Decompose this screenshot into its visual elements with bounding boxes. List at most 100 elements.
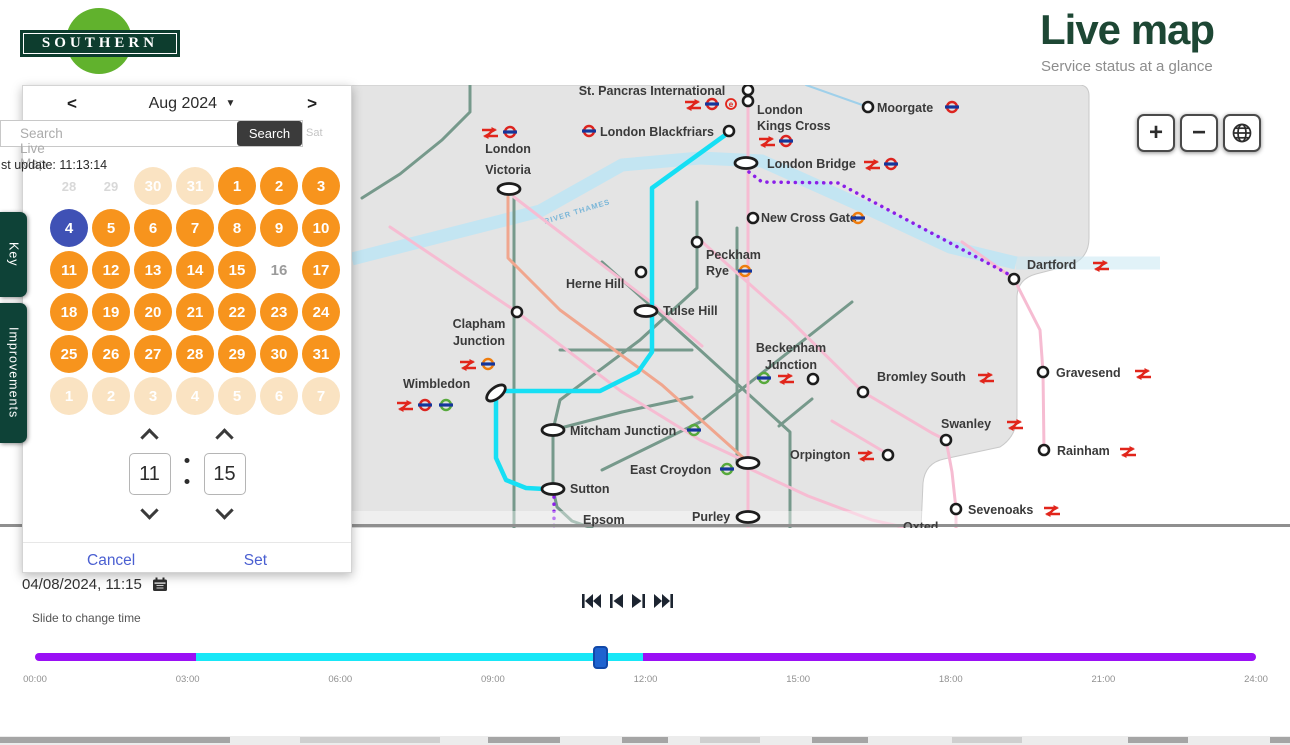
station-marker-new-cross-gate[interactable] — [746, 211, 760, 225]
station-marker-orpington[interactable] — [881, 448, 895, 462]
footer-segment-6 — [952, 737, 1022, 743]
station-marker-st-pancras[interactable] — [741, 94, 755, 108]
station-label-london-bridge: London Bridge — [767, 157, 856, 171]
tab-improvements[interactable]: Improvements — [0, 303, 27, 443]
station-label-beckenham-junction: Beckenham Junction — [756, 341, 826, 372]
calendar-day-9[interactable]: 9 — [260, 209, 298, 247]
station-marker-london-victoria[interactable] — [496, 182, 522, 196]
station-marker-east-croydon[interactable] — [735, 456, 761, 470]
datetime-row: 04/08/2024, 11:15 — [22, 576, 168, 593]
calendar-day-18[interactable]: 18 — [50, 293, 88, 331]
skip-start-button[interactable] — [582, 594, 601, 608]
calendar-day-4[interactable]: 4 — [50, 209, 88, 247]
calendar-day-1[interactable]: 1 — [218, 167, 256, 205]
station-marker-dartford[interactable] — [1007, 272, 1021, 286]
calendar-day-24[interactable]: 24 — [302, 293, 340, 331]
station-marker-clapham-junction[interactable] — [510, 305, 524, 319]
calendar-day-31[interactable]: 31 — [176, 167, 214, 205]
hour-up-button[interactable] — [140, 428, 159, 447]
calendar-day-5[interactable]: 5 — [218, 377, 256, 415]
calendar-day-29[interactable]: 29 — [218, 335, 256, 373]
globe-reset-button[interactable] — [1223, 114, 1261, 152]
time-slider-track[interactable] — [35, 653, 1256, 661]
station-marker-london-bridge[interactable] — [733, 156, 759, 170]
calendar-day-4[interactable]: 4 — [176, 377, 214, 415]
station-label-rainham: Rainham — [1057, 444, 1110, 458]
station-marker-sevenoaks[interactable] — [949, 502, 963, 516]
search-button[interactable]: Search — [237, 121, 302, 146]
calendar-day-20[interactable]: 20 — [134, 293, 172, 331]
station-marker-swanley[interactable] — [939, 433, 953, 447]
skip-end-button[interactable] — [654, 594, 673, 608]
calendar-day-11[interactable]: 11 — [50, 251, 88, 289]
minute-down-button[interactable] — [215, 501, 234, 520]
calendar-day-7[interactable]: 7 — [176, 209, 214, 247]
calendar-day-28[interactable]: 28 — [176, 335, 214, 373]
tube-icon — [945, 100, 959, 114]
station-marker-bromley-south[interactable] — [856, 385, 870, 399]
station-marker-moorgate[interactable] — [861, 100, 875, 114]
next-month-button[interactable]: > — [307, 94, 317, 113]
tube-icon — [779, 134, 793, 148]
calendar-day-31[interactable]: 31 — [302, 335, 340, 373]
calendar-day-3[interactable]: 3 — [134, 377, 172, 415]
minute-field[interactable]: 15 — [203, 453, 246, 495]
calendar-day-2[interactable]: 2 — [92, 377, 130, 415]
calendar-day-19[interactable]: 19 — [92, 293, 130, 331]
station-marker-st-pancras[interactable] — [741, 83, 755, 97]
calendar-day-27[interactable]: 27 — [134, 335, 172, 373]
tube-icon — [582, 124, 596, 138]
set-button[interactable]: Set — [243, 552, 267, 569]
station-marker-mitcham-junction[interactable] — [540, 423, 566, 437]
calendar-day-13[interactable]: 13 — [134, 251, 172, 289]
calendar-day-12[interactable]: 12 — [92, 251, 130, 289]
route-line-teal-4 — [600, 300, 854, 472]
zoom-in-button[interactable]: + — [1137, 114, 1175, 152]
calendar-day-7[interactable]: 7 — [302, 377, 340, 415]
live-map[interactable]: RIVER THAMES St. Pancras International e Lo… — [0, 83, 1290, 534]
calendar-day-6[interactable]: 6 — [260, 377, 298, 415]
zoom-out-button[interactable]: − — [1180, 114, 1218, 152]
hour-field[interactable]: 11 — [128, 453, 171, 495]
datetime-value[interactable]: 04/08/2024, 11:15 — [22, 576, 142, 593]
calendar-day-10[interactable]: 10 — [302, 209, 340, 247]
calendar-day-15[interactable]: 15 — [218, 251, 256, 289]
station-marker-wimbledon[interactable] — [484, 382, 508, 404]
station-marker-purley[interactable] — [735, 510, 761, 524]
calendar-day-3[interactable]: 3 — [302, 167, 340, 205]
station-marker-sutton[interactable] — [540, 482, 566, 496]
calendar-day-14[interactable]: 14 — [176, 251, 214, 289]
step-back-button[interactable] — [610, 594, 623, 608]
station-marker-gravesend[interactable] — [1036, 365, 1050, 379]
month-dropdown[interactable]: Aug 2024 ▼ — [149, 95, 236, 113]
hour-down-button[interactable] — [140, 501, 159, 520]
station-marker-rainham[interactable] — [1037, 443, 1051, 457]
time-slider-handle[interactable] — [593, 646, 609, 669]
calendar-day-21[interactable]: 21 — [176, 293, 214, 331]
calendar-day-6[interactable]: 6 — [134, 209, 172, 247]
calendar-day-5[interactable]: 5 — [92, 209, 130, 247]
calendar-day-30[interactable]: 30 — [134, 167, 172, 205]
calendar-icon[interactable] — [152, 577, 168, 592]
southern-logo-text: SOUTHERN — [41, 35, 159, 51]
calendar-day-25[interactable]: 25 — [50, 335, 88, 373]
step-forward-button[interactable] — [632, 594, 645, 608]
tab-key[interactable]: Key — [0, 212, 27, 297]
station-marker-peckham-rye[interactable] — [690, 235, 704, 249]
calendar-day-2[interactable]: 2 — [260, 167, 298, 205]
prev-month-button[interactable]: < — [67, 94, 77, 113]
minute-up-button[interactable] — [215, 428, 234, 447]
station-marker-herne-hill[interactable] — [634, 265, 648, 279]
calendar-day-30[interactable]: 30 — [260, 335, 298, 373]
calendar-day-26[interactable]: 26 — [92, 335, 130, 373]
calendar-day-8[interactable]: 8 — [218, 209, 256, 247]
calendar-day-22[interactable]: 22 — [218, 293, 256, 331]
station-marker-tulse-hill[interactable] — [633, 304, 659, 318]
southern-logo[interactable]: SOUTHERN — [20, 30, 180, 57]
cancel-button[interactable]: Cancel — [87, 552, 136, 569]
calendar-day-23[interactable]: 23 — [260, 293, 298, 331]
station-marker-london-blackfriars[interactable] — [722, 124, 736, 138]
calendar-day-17[interactable]: 17 — [302, 251, 340, 289]
station-marker-beckenham-junction[interactable] — [806, 372, 820, 386]
calendar-day-1[interactable]: 1 — [50, 377, 88, 415]
